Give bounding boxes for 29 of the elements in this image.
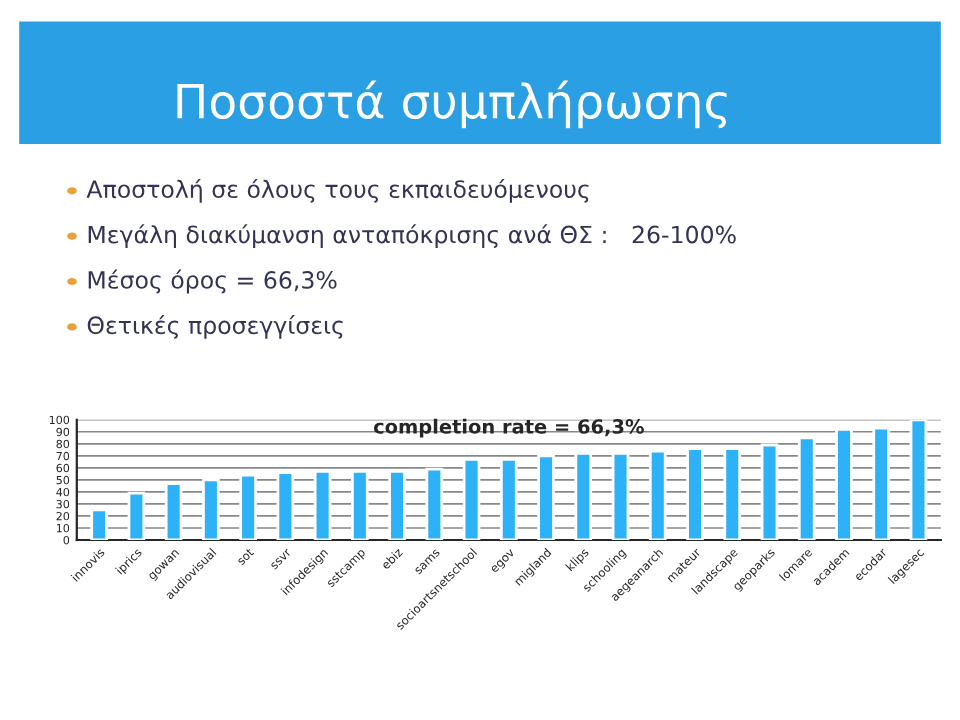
bar xyxy=(760,443,779,540)
bar xyxy=(239,473,257,540)
bar xyxy=(499,458,518,540)
bar xyxy=(686,447,704,540)
bar xyxy=(388,470,406,540)
text: Μέσος όρος = 66,3% xyxy=(88,269,337,294)
bar xyxy=(835,427,853,540)
bar xyxy=(574,452,593,540)
bar xyxy=(872,426,891,540)
text: Αποστολή σε όλους τους εκπαιδευόμενους xyxy=(86,178,589,203)
annotation: completion rate = 66,3% xyxy=(373,418,644,438)
bar xyxy=(425,467,444,540)
bar xyxy=(909,419,928,540)
bar xyxy=(276,471,295,540)
bar xyxy=(313,470,332,540)
chart-title: Ποσοστά συμπλήρωσης xyxy=(177,80,727,129)
bar xyxy=(537,454,555,540)
bar xyxy=(723,447,742,540)
bar xyxy=(351,470,369,540)
bar xyxy=(462,458,481,540)
text: Θετικές προσεγγίσεις xyxy=(87,314,343,339)
bar xyxy=(797,436,816,540)
bar xyxy=(611,452,630,540)
bar xyxy=(648,449,667,540)
text: Μεγάλη διακύμανση ανταπόκρισης ανά ΘΣ : 26-100% xyxy=(88,224,736,249)
bar xyxy=(90,508,108,540)
bar xyxy=(127,491,146,540)
bar xyxy=(202,478,220,540)
bar xyxy=(164,482,183,540)
